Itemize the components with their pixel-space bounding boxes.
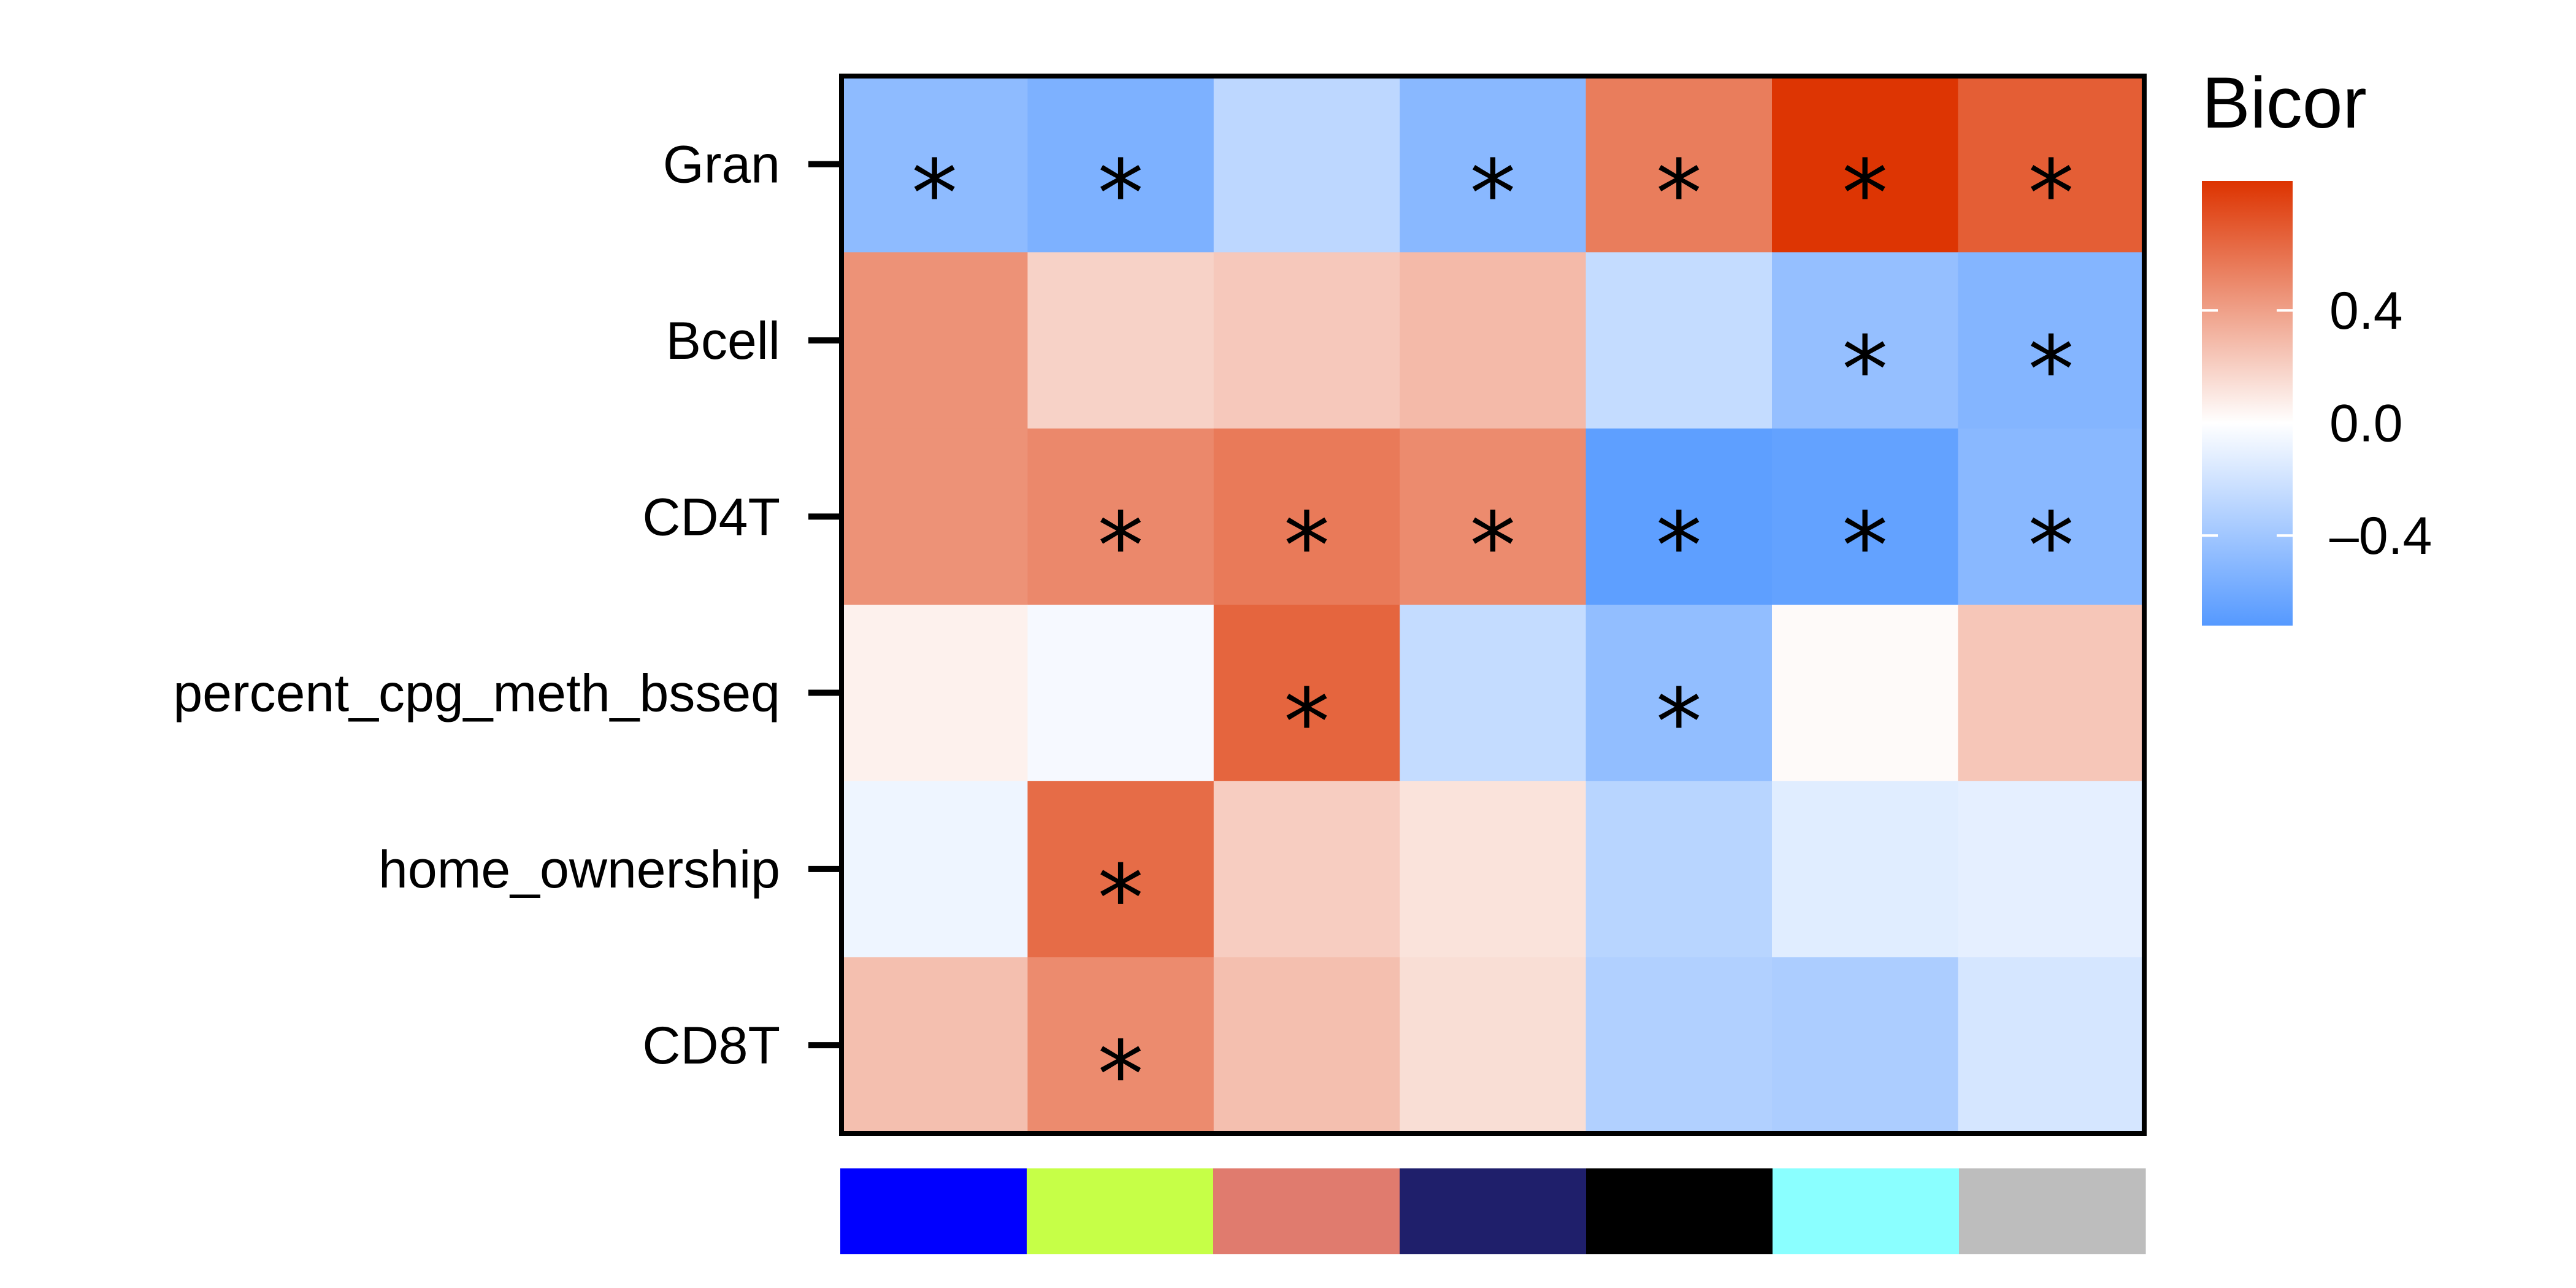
heatmap-cell	[1213, 604, 1400, 781]
heatmap-cell	[1213, 428, 1400, 605]
heatmap-cell	[1585, 604, 1773, 781]
heatmap-cell	[1027, 957, 1214, 1134]
heatmap-cell	[1027, 76, 1214, 253]
heatmap-cell	[1213, 76, 1400, 253]
heatmap-cell	[1213, 252, 1400, 429]
heatmap-cell	[1772, 428, 1958, 605]
significance-star: *	[1470, 493, 1516, 600]
module-color-cell	[1400, 1168, 1587, 1254]
legend-title: Bicor	[2202, 63, 2367, 144]
legend-tick-label: 0.0	[2329, 394, 2403, 453]
heatmap-cell	[1585, 252, 1773, 429]
heatmap-cell	[1772, 957, 1958, 1134]
heatmap-cell	[1400, 781, 1587, 958]
heatmap-cell	[841, 957, 1028, 1134]
heatmap-cell	[841, 781, 1028, 958]
heatmap-cell	[1400, 957, 1587, 1134]
row-ticks	[808, 161, 841, 1049]
heatmap-cell	[841, 604, 1028, 781]
heatmap-cell	[1213, 957, 1400, 1134]
heatmap-cell	[1027, 604, 1214, 781]
heatmap-cell	[1400, 252, 1587, 429]
significance-star: *	[911, 141, 957, 248]
significance-star: *	[1842, 317, 1888, 424]
significance-star: *	[1098, 141, 1144, 248]
module-color-bar	[840, 1168, 2146, 1254]
heatmap-cell	[1772, 252, 1958, 429]
significance-star: *	[1284, 670, 1330, 776]
significance-star: *	[1842, 141, 1888, 248]
heatmap-cell	[1213, 781, 1400, 958]
heatmap-cell	[1400, 428, 1587, 605]
row-label: Gran	[663, 136, 780, 194]
significance-star: *	[1470, 141, 1516, 248]
significance-star: *	[1842, 493, 1888, 600]
heatmap-cell	[841, 252, 1028, 429]
heatmap-frame	[839, 74, 2147, 1136]
significance-star: *	[1098, 846, 1144, 953]
heatmap-cell	[1772, 781, 1958, 958]
row-label: CD8T	[642, 1016, 780, 1075]
module-color-cell	[1959, 1168, 2146, 1254]
module-color-cell	[1027, 1168, 1214, 1254]
module-color-cell	[1586, 1168, 1773, 1254]
module-color-cell	[840, 1168, 1027, 1254]
heatmap-cell	[1772, 604, 1958, 781]
heatmap-cell	[1027, 252, 1214, 429]
row-label: home_ownership	[378, 840, 780, 899]
heatmap-cells	[841, 76, 2145, 1134]
significance-star: *	[1656, 670, 1702, 776]
heatmap-cell	[1585, 428, 1773, 605]
heatmap-cell	[1585, 781, 1773, 958]
heatmap-cell	[1958, 76, 2145, 253]
heatmap-cell	[841, 76, 1028, 253]
row-label: CD4T	[642, 488, 780, 546]
module-color-cell	[1213, 1168, 1400, 1254]
color-legend: Bicor 0.4 0.0 –0.4	[2202, 63, 2432, 626]
significance-star: *	[2028, 141, 2074, 248]
heatmap-cell	[1958, 781, 2145, 958]
significance-star: *	[2028, 493, 2074, 600]
legend-tick-label: 0.4	[2329, 282, 2403, 340]
heatmap-cell	[1958, 957, 2145, 1134]
row-label: Bcell	[666, 312, 780, 370]
heatmap-cell	[841, 428, 1028, 605]
heatmap-cell	[1585, 76, 1773, 253]
heatmap-cell	[1958, 428, 2145, 605]
module-color-cell	[1773, 1168, 1960, 1254]
row-label: percent_cpg_meth_bsseq	[173, 664, 780, 723]
significance-star: *	[1098, 1022, 1144, 1129]
heatmap-cell	[1772, 76, 1958, 253]
row-labels: Gran Bcell CD4T percent_cpg_meth_bsseq home_…	[173, 136, 780, 1076]
significance-star: *	[1656, 141, 1702, 248]
heatmap-cell	[1400, 76, 1587, 253]
significance-star: *	[1098, 493, 1144, 600]
heatmap-cell	[1027, 781, 1214, 958]
significance-markers: * * * * * * * * * * * * * * * * * *	[911, 141, 2074, 1129]
significance-star: *	[1656, 493, 1702, 600]
significance-star: *	[2028, 317, 2074, 424]
legend-tick-label: –0.4	[2329, 507, 2432, 565]
heatmap-cell	[1958, 604, 2145, 781]
heatmap-cell	[1027, 428, 1214, 605]
heatmap-cell	[1585, 957, 1773, 1134]
heatmap-cell	[1958, 252, 2145, 429]
legend-colorbar	[2202, 181, 2293, 626]
legend-ticks: 0.4 0.0 –0.4	[2202, 282, 2432, 565]
heatmap-cell	[1400, 604, 1587, 781]
significance-star: *	[1284, 493, 1330, 600]
